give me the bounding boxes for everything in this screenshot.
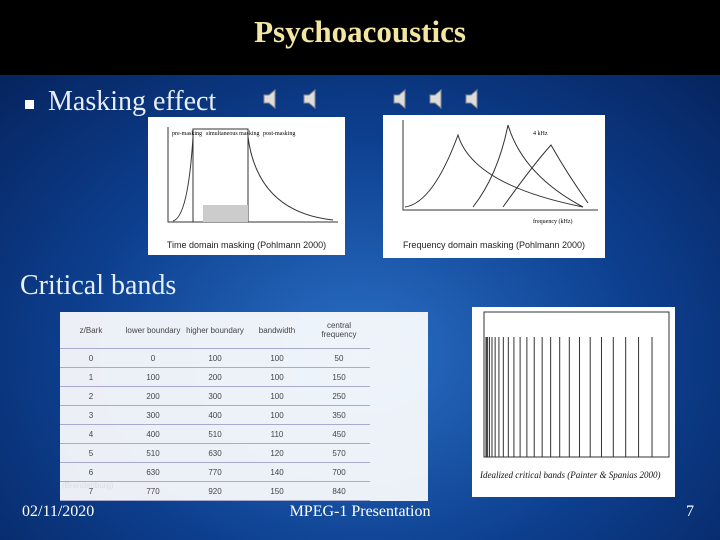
table-row: 3 300 400 100 350 xyxy=(60,405,370,425)
figure-label: 4 kHz xyxy=(533,131,548,137)
table-cell: 50 xyxy=(308,348,370,368)
table-cell: 6 xyxy=(60,462,122,482)
table-cell: 7 xyxy=(60,481,122,501)
table-cell: 100 xyxy=(246,405,308,425)
table-cell: 100 xyxy=(122,367,184,387)
critical-bands-plot xyxy=(483,311,670,458)
page-number: 7 xyxy=(686,503,694,520)
table-cell: 4 xyxy=(60,424,122,444)
table-header-row: z/Bark lower boundary higher boundary bandw… xyxy=(60,312,370,349)
table-cell: 100 xyxy=(246,386,308,406)
table-cell: 150 xyxy=(246,481,308,501)
table-cell: 100 xyxy=(246,348,308,368)
slide-title: Psychoacoustics xyxy=(254,14,466,49)
figure-caption: Idealized critical bands (Painter & Span… xyxy=(480,470,661,480)
header-cell: higher boundary xyxy=(184,312,246,349)
table-cell: 250 xyxy=(308,386,370,406)
table-cell: 350 xyxy=(308,405,370,425)
table-cell: 510 xyxy=(184,424,246,444)
table-row: 6 630 770 140 700 xyxy=(60,462,370,482)
table-cell: 920 xyxy=(184,481,246,501)
critical-bands-figure: Idealized critical bands (Painter & Span… xyxy=(472,307,675,497)
footer-date: 02/11/2020 xyxy=(22,503,95,520)
footer-center: MPEG-1 Presentation xyxy=(289,503,431,520)
table-cell: 120 xyxy=(246,443,308,463)
table-cell: 400 xyxy=(184,405,246,425)
time-masking-figure: pre-masking simultaneous masking post-ma… xyxy=(148,117,345,255)
table-row: 2 200 300 100 250 xyxy=(60,386,370,406)
header-cell: lower boundary xyxy=(122,312,184,349)
table-row: 0 0 100 100 50 xyxy=(60,348,370,368)
table-cell: 5 xyxy=(60,443,122,463)
table-cell: 700 xyxy=(308,462,370,482)
table-cell: 570 xyxy=(308,443,370,463)
table-row: 5 510 630 120 570 xyxy=(60,443,370,463)
header-cell: bandwidth xyxy=(246,312,308,349)
critical-band-table: z/Bark lower boundary higher boundary bandw… xyxy=(60,312,370,501)
frequency-masking-figure: 4 kHz frequency (kHz) Frequency domain m… xyxy=(383,115,605,258)
figure-caption: Time domain masking (Pohlmann 2000) xyxy=(166,240,327,250)
table-panel: z/Bark lower boundary higher boundary bandw… xyxy=(60,312,428,501)
section-heading: Critical bands xyxy=(20,270,177,301)
figure-label: pre-masking xyxy=(172,131,202,137)
table-cell: 1 xyxy=(60,367,122,387)
table-cell: 100 xyxy=(246,367,308,387)
speaker-icons xyxy=(263,88,478,110)
table-cell: 630 xyxy=(184,443,246,463)
table-cell: 300 xyxy=(122,405,184,425)
table-cell: 0 xyxy=(122,348,184,368)
table-row: 7 770 920 150 840 xyxy=(60,481,370,501)
table-cell: 2 xyxy=(60,386,122,406)
table-cell: 0 xyxy=(60,348,122,368)
table-cell: 150 xyxy=(308,367,370,387)
header-cell: z/Bark xyxy=(60,312,122,349)
table-cell: 110 xyxy=(246,424,308,444)
table-cell: 840 xyxy=(308,481,370,501)
table-cell: 200 xyxy=(122,386,184,406)
table-cell: 100 xyxy=(184,348,246,368)
table-cell: 3 xyxy=(60,405,122,425)
figure-caption: Frequency domain masking (Pohlmann 2000) xyxy=(402,240,586,250)
table-cell: 770 xyxy=(184,462,246,482)
table-row: 1 100 200 100 150 xyxy=(60,367,370,387)
table-row: 4 400 510 110 450 xyxy=(60,424,370,444)
table-cell: 510 xyxy=(122,443,184,463)
figure-label: post-masking xyxy=(263,131,295,137)
bullet-text: Masking effect xyxy=(48,86,217,117)
table-cell: 300 xyxy=(184,386,246,406)
table-cell: 400 xyxy=(122,424,184,444)
table-source: (Brandenburg) xyxy=(62,481,114,490)
figure-label: simultaneous masking xyxy=(206,131,260,137)
table-cell: 450 xyxy=(308,424,370,444)
table-cell: 630 xyxy=(122,462,184,482)
header-cell: central frequency xyxy=(308,312,370,349)
time-plot: pre-masking simultaneous masking post-ma… xyxy=(167,127,338,223)
figure-label: frequency (kHz) xyxy=(533,218,572,225)
bullet-marker xyxy=(25,100,34,109)
table-cell: 770 xyxy=(122,481,184,501)
table-cell: 200 xyxy=(184,367,246,387)
frequency-plot: 4 kHz frequency (kHz) xyxy=(402,120,598,225)
table-cell: 140 xyxy=(246,462,308,482)
